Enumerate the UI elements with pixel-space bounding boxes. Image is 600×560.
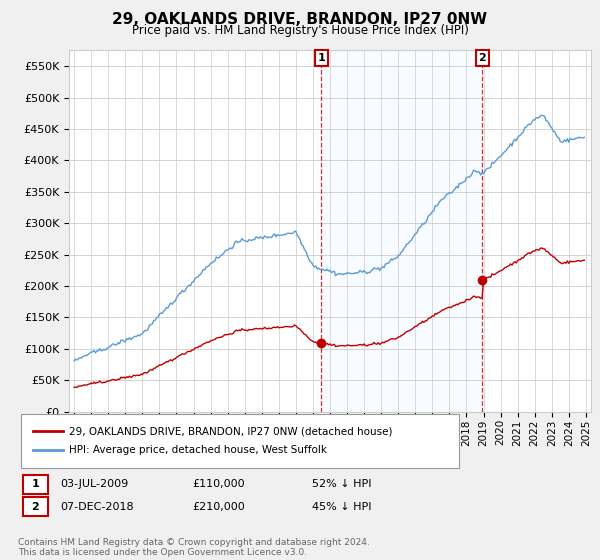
- Text: 03-JUL-2009: 03-JUL-2009: [60, 479, 128, 489]
- Text: 2: 2: [478, 53, 486, 63]
- Text: 45% ↓ HPI: 45% ↓ HPI: [312, 502, 371, 512]
- Text: 1: 1: [32, 479, 39, 489]
- Bar: [322, 50, 482, 412]
- Text: 07-DEC-2018: 07-DEC-2018: [60, 502, 134, 512]
- Text: £210,000: £210,000: [192, 502, 245, 512]
- Text: 29, OAKLANDS DRIVE, BRANDON, IP27 0NW (detached house): 29, OAKLANDS DRIVE, BRANDON, IP27 0NW (d…: [69, 426, 392, 436]
- Text: HPI: Average price, detached house, West Suffolk: HPI: Average price, detached house, West…: [69, 445, 327, 455]
- Text: 29, OAKLANDS DRIVE, BRANDON, IP27 0NW: 29, OAKLANDS DRIVE, BRANDON, IP27 0NW: [112, 12, 488, 27]
- Text: £110,000: £110,000: [192, 479, 245, 489]
- Text: Contains HM Land Registry data © Crown copyright and database right 2024.
This d: Contains HM Land Registry data © Crown c…: [18, 538, 370, 557]
- Text: 1: 1: [317, 53, 325, 63]
- Text: 52% ↓ HPI: 52% ↓ HPI: [312, 479, 371, 489]
- Text: Price paid vs. HM Land Registry's House Price Index (HPI): Price paid vs. HM Land Registry's House …: [131, 24, 469, 36]
- Text: 2: 2: [32, 502, 39, 512]
